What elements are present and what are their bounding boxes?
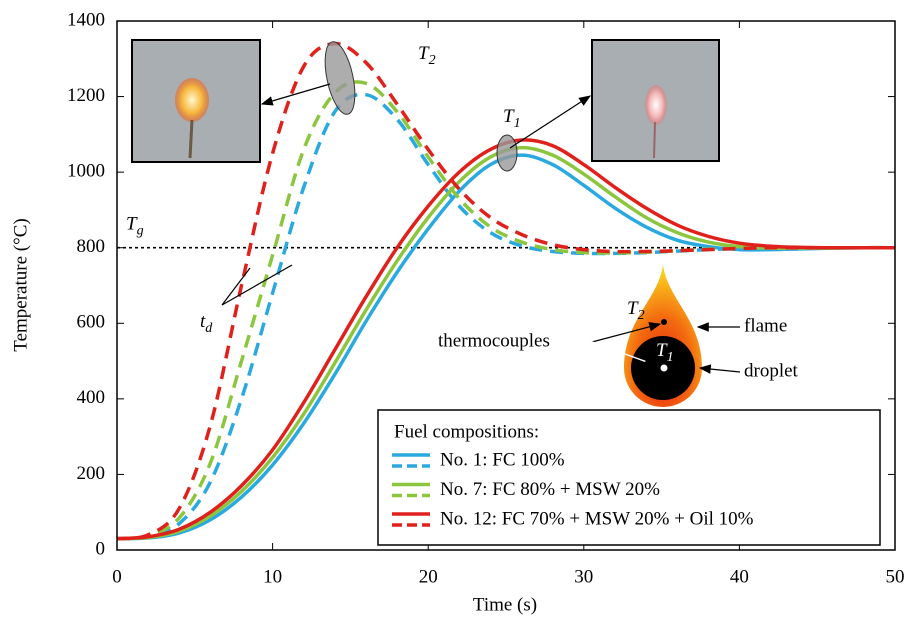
reference-subscript: g xyxy=(137,224,144,239)
y-tick-label: 600 xyxy=(77,312,106,333)
legend-title: Fuel compositions: xyxy=(394,421,539,442)
annotation-subscript: 1 xyxy=(667,350,674,365)
y-tick-label: 1200 xyxy=(67,85,105,106)
photo-stick xyxy=(190,120,192,158)
photo-flame xyxy=(645,85,667,125)
legend-label: No. 7: FC 80% + MSW 20% xyxy=(440,479,660,500)
y-tick-label: 1000 xyxy=(67,161,105,182)
annotation-subscript: 1 xyxy=(514,116,521,131)
thermocouple xyxy=(661,365,668,372)
x-axis-label: Time (s) xyxy=(473,594,537,615)
x-tick-label: 50 xyxy=(886,566,905,587)
pointer xyxy=(222,268,250,305)
pointer xyxy=(222,265,292,305)
photo-stick xyxy=(654,122,655,158)
reference-label: Tg xyxy=(126,214,144,239)
legend-label: No. 12: FC 70% + MSW 20% + Oil 10% xyxy=(440,508,754,529)
y-axis-label: Temperature (°C) xyxy=(10,218,31,351)
annotation: td xyxy=(200,311,213,336)
annotation: T1 xyxy=(503,106,521,131)
annotation: droplet xyxy=(744,360,799,381)
x-tick-label: 10 xyxy=(263,566,282,587)
photo-flame xyxy=(175,78,209,122)
chart: 0 200 400 600 800 1000 1200 1400 0 10 20 30 40 50 Tg Fu… xyxy=(0,0,912,618)
arrow xyxy=(700,368,740,372)
decorations xyxy=(132,39,740,407)
y-tick-label: 0 xyxy=(96,538,106,559)
y-tick-label: 1400 xyxy=(67,9,105,30)
highlight-ellipse xyxy=(497,135,517,171)
annotation: T2 xyxy=(418,43,436,68)
arrow xyxy=(510,96,590,148)
x-tick-label: 20 xyxy=(419,566,438,587)
arrow xyxy=(262,84,330,104)
legend-label: No. 1: FC 100% xyxy=(440,449,565,470)
y-tick-label: 400 xyxy=(77,387,106,408)
x-tick-label: 0 xyxy=(112,566,122,587)
annotation-subscript: d xyxy=(205,321,213,336)
annotation: flame xyxy=(744,315,787,336)
legend: Fuel compositions: No. 1: FC 100% No. 7: F… xyxy=(378,410,880,545)
annotation-subscript: 2 xyxy=(638,308,645,323)
annotation-subscript: 2 xyxy=(429,53,436,68)
x-tick-label: 40 xyxy=(730,566,749,587)
annotation: thermocouples xyxy=(438,330,550,351)
x-tick-label: 30 xyxy=(574,566,593,587)
y-tick-label: 200 xyxy=(77,463,106,484)
annotation: T2 xyxy=(627,298,645,323)
thermocouple xyxy=(661,319,667,325)
y-tick-label: 800 xyxy=(77,236,106,257)
